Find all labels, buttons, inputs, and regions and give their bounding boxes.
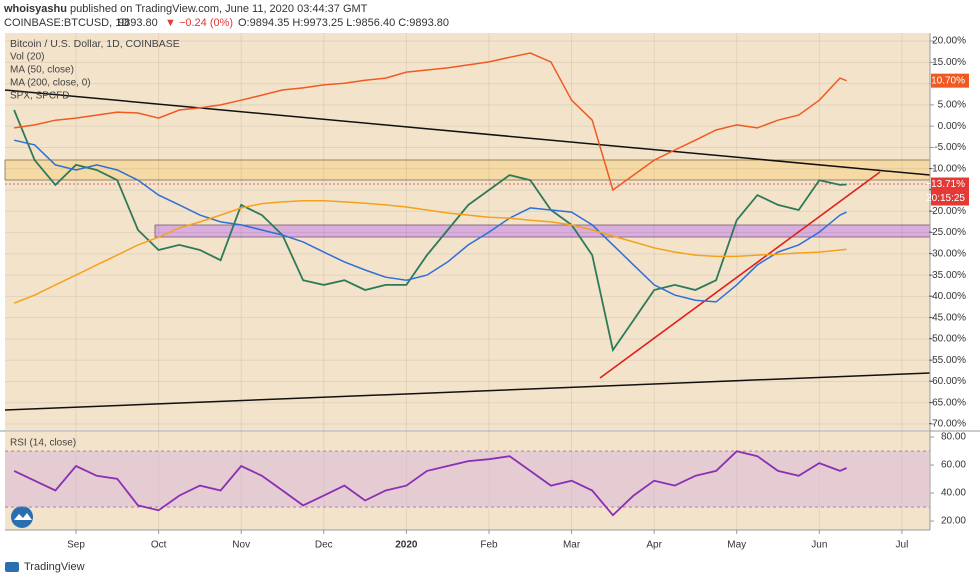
author: whoisyashu xyxy=(3,3,67,15)
x-tick-label: 2020 xyxy=(395,540,418,551)
y-tick-label: 80.00 xyxy=(941,432,966,443)
price-tag-bg xyxy=(931,177,969,192)
rsi-band xyxy=(5,451,930,508)
y-tick-label: -40.00% xyxy=(929,291,966,302)
series-line xyxy=(13,450,847,517)
x-tick-label: Jul xyxy=(896,540,909,551)
x-tick-label: Oct xyxy=(151,540,167,551)
y-tick-label: -5.00% xyxy=(934,142,966,153)
x-tick-label: May xyxy=(727,540,746,551)
series-line xyxy=(13,199,847,304)
x-tick-label: Feb xyxy=(480,540,498,551)
y-tick-label: 40.00 xyxy=(941,488,966,499)
legend-entry: Vol (20) xyxy=(10,52,44,63)
x-tick-label: Apr xyxy=(646,540,662,551)
published: published on TradingView.com, June 11, 2… xyxy=(70,3,368,15)
y-tick-label: 20.00% xyxy=(932,36,966,47)
legend-entry: Bitcoin / U.S. Dollar, 1D, COINBASE xyxy=(10,38,180,50)
y-tick-label: -70.00% xyxy=(929,419,966,430)
footer-brand: TradingView xyxy=(24,561,85,573)
y-tick-label: 0.00% xyxy=(938,121,966,132)
legend-entry: SPX, SPCFD xyxy=(10,91,69,102)
last-price: 9893.80 xyxy=(118,17,158,29)
y-tick-label: -60.00% xyxy=(929,376,966,387)
plot-layer: 20.00%15.00%10.00%5.00%0.00%-5.00%-10.00… xyxy=(5,33,969,551)
y-tick-label: -35.00% xyxy=(929,270,966,281)
x-tick-label: Sep xyxy=(67,540,85,551)
x-tick-label: Mar xyxy=(563,540,581,551)
y-tick-label: 15.00% xyxy=(932,57,966,68)
x-tick-label: Jun xyxy=(811,540,827,551)
price-tag: −13.71% xyxy=(925,179,965,190)
y-tick-label: -55.00% xyxy=(929,355,966,366)
price-tag-bg xyxy=(931,73,969,88)
change: ▼ −0.24 (0%) xyxy=(165,17,233,29)
y-tick-label: -50.00% xyxy=(929,334,966,345)
ohlc: O:9894.35 H:9973.25 L:9856.40 C:9893.80 xyxy=(238,17,449,29)
price-tag: 10.70% xyxy=(931,75,965,86)
x-tick-label: Dec xyxy=(315,540,333,551)
y-tick-label: -45.00% xyxy=(929,312,966,323)
trendline-upper xyxy=(4,89,931,176)
y-tick-label: -25.00% xyxy=(929,227,966,238)
trendline-support xyxy=(599,171,881,379)
y-tick-label: -20.00% xyxy=(929,206,966,217)
y-tick-label: -10.00% xyxy=(929,163,966,174)
legend-entry: MA (50, close) xyxy=(10,65,74,76)
series-line xyxy=(13,52,847,192)
y-tick-label: -65.00% xyxy=(929,397,966,408)
price-tag: 20:15:25 xyxy=(926,193,965,204)
x-tick-label: Nov xyxy=(232,540,250,551)
symbol: COINBASE:BTCUSD, 1D xyxy=(4,17,129,29)
footer-logo xyxy=(5,562,19,572)
logo-icon xyxy=(14,513,32,520)
series-line xyxy=(13,109,847,353)
trendline-lower xyxy=(4,372,931,411)
legend-entry: RSI (14, close) xyxy=(10,438,76,449)
legend-entry: MA (200, close, 0) xyxy=(10,78,91,89)
y-tick-label: 5.00% xyxy=(938,100,966,111)
y-tick-label: 60.00 xyxy=(941,460,966,471)
y-tick-label: -30.00% xyxy=(929,248,966,259)
series-line xyxy=(13,139,847,303)
price-tag-bg xyxy=(931,191,969,206)
y-tick-label: 20.00 xyxy=(941,516,966,527)
